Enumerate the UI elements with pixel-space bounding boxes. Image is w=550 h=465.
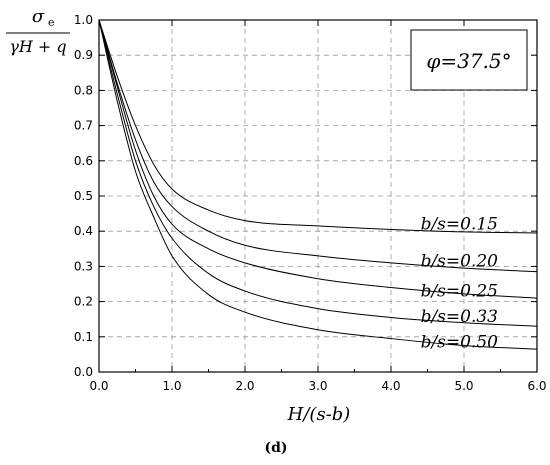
series-label: b/s=0.20	[421, 251, 499, 271]
y-tick-label: 0.6	[74, 154, 93, 168]
x-axis-label: H/(s-b)	[287, 404, 351, 425]
x-tick-label: 0.0	[89, 379, 108, 393]
y-label-numerator: σ	[32, 6, 45, 27]
series-label: b/s=0.25	[421, 281, 498, 301]
y-label-numerator-sub: e	[48, 16, 55, 29]
y-tick-label: 0.5	[74, 189, 93, 203]
annotation-text: φ=37.5°	[426, 49, 511, 73]
y-tick-label: 0.0	[74, 365, 93, 379]
x-tick-label: 4.0	[381, 379, 400, 393]
annotation-frame	[410, 29, 528, 91]
series-label: b/s=0.33	[421, 307, 498, 327]
x-tick-label: 2.0	[235, 379, 254, 393]
series-label: b/s=0.50	[421, 332, 499, 352]
y-tick-label: 0.1	[74, 330, 93, 344]
series-line	[98, 19, 538, 327]
y-tick-label: 0.2	[74, 295, 93, 309]
annotation-box: φ=37.5°	[410, 29, 528, 91]
series-line	[98, 19, 538, 350]
x-tick-label: 1.0	[162, 379, 181, 393]
y-tick-label: 0.7	[74, 119, 93, 133]
y-tick-label: 0.3	[74, 259, 93, 273]
series-line	[98, 19, 538, 273]
plot-area: 0.0 1.0 2.0 3.0 4.0 5.0 6.0 0.0 0.1 0.2 0.3 0.4 0.5 0…	[74, 13, 547, 393]
x-tick-label: 5.0	[454, 379, 473, 393]
series-line	[98, 19, 538, 299]
series-line	[98, 19, 538, 234]
y-tick-label: 0.4	[74, 224, 93, 238]
x-tick-label: 3.0	[308, 379, 327, 393]
y-tick-label: 0.9	[74, 48, 93, 62]
y-tick-label: 0.8	[74, 83, 93, 97]
series-label: b/s=0.15	[421, 214, 498, 234]
x-tick-label: 6.0	[527, 379, 546, 393]
y-axis-label: σ e γH + q	[6, 6, 70, 56]
y-label-denominator: γH + q	[9, 37, 66, 56]
y-tick-label: 1.0	[74, 13, 93, 27]
panel-label: (d)	[264, 440, 287, 456]
